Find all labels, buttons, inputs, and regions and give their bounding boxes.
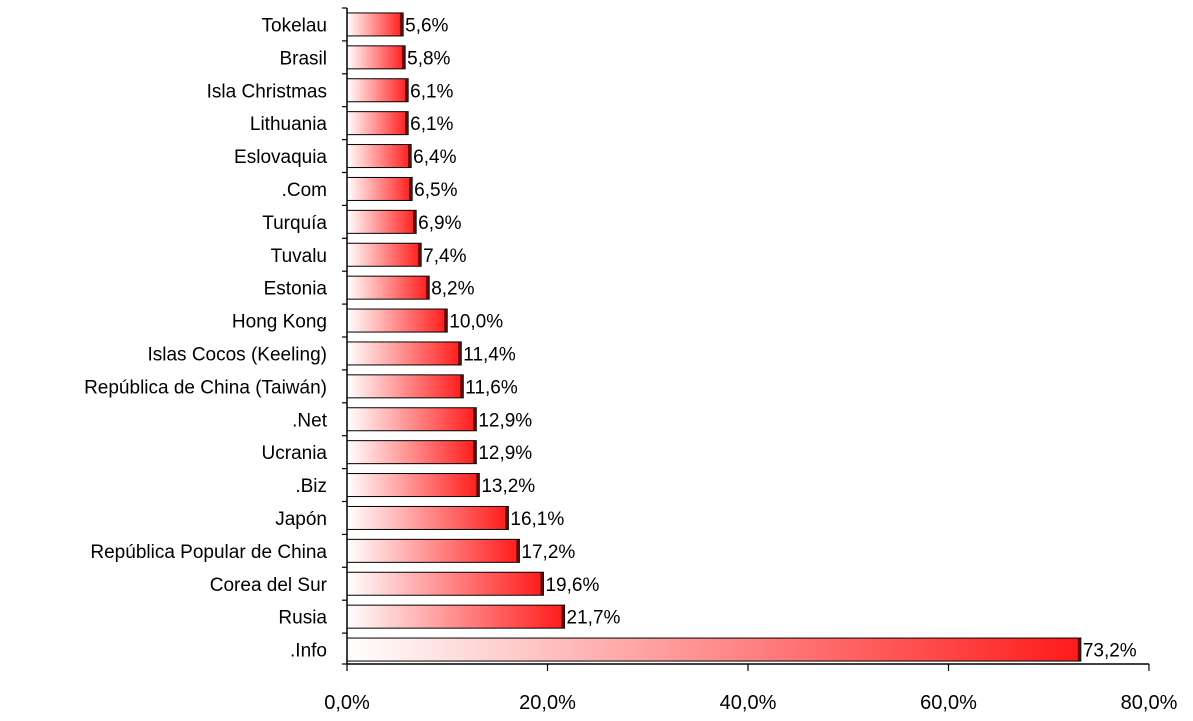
- category-label: Corea del Sur: [210, 575, 328, 596]
- data-label: 73,2%: [1083, 641, 1137, 662]
- bar-edge: [473, 441, 477, 464]
- x-tick-label: 20,0%: [519, 692, 576, 714]
- data-label: 6,1%: [410, 81, 453, 102]
- bar-edge: [413, 210, 417, 233]
- data-label: 11,6%: [465, 377, 518, 398]
- data-label: 6,4%: [413, 147, 456, 168]
- bar: [346, 78, 409, 103]
- category-label: Brasil: [279, 48, 327, 69]
- x-tick-label: 40,0%: [720, 692, 777, 714]
- category-label: Ucrania: [262, 443, 328, 464]
- bar-edge: [405, 112, 409, 135]
- data-label: 12,9%: [478, 410, 532, 431]
- bar-edge: [516, 539, 520, 562]
- bar: [346, 45, 406, 70]
- data-label: 6,5%: [414, 180, 457, 201]
- bar-edge: [444, 309, 448, 332]
- bar-edge: [476, 474, 480, 497]
- category-label: .Biz: [295, 476, 327, 497]
- bar: [346, 407, 477, 432]
- bar: [346, 308, 448, 333]
- bar-edge: [540, 572, 544, 595]
- data-label: 21,7%: [567, 608, 621, 629]
- category-label: Turquía: [262, 213, 327, 234]
- category-label: Eslovaquia: [234, 147, 327, 168]
- category-label: Isla Christmas: [207, 81, 327, 102]
- category-label: Rusia: [278, 608, 327, 629]
- bar-edge: [473, 408, 477, 431]
- x-tick-label: 60,0%: [920, 692, 977, 714]
- bar: [346, 275, 430, 300]
- data-label: 7,4%: [423, 246, 466, 267]
- bar-edge: [426, 276, 430, 299]
- bar: [346, 111, 409, 136]
- data-label: 11,4%: [463, 344, 516, 365]
- data-label: 5,6%: [405, 15, 448, 36]
- data-label: 6,9%: [418, 213, 461, 234]
- category-label: Japón: [275, 509, 327, 530]
- category-label: .Com: [282, 180, 327, 201]
- data-label: 16,1%: [510, 509, 564, 530]
- bar: [346, 242, 422, 267]
- bar: [346, 176, 413, 201]
- category-label: Estonia: [264, 279, 328, 300]
- category-label: Lithuania: [250, 114, 328, 135]
- bar-edge: [505, 506, 509, 529]
- category-label: Tuvalu: [271, 246, 327, 267]
- bar: [346, 440, 477, 465]
- data-label: 12,9%: [478, 443, 532, 464]
- bar-edge: [418, 243, 422, 266]
- bar: [346, 571, 544, 596]
- category-label: Hong Kong: [232, 312, 327, 333]
- bar: [346, 374, 464, 399]
- bar: [346, 505, 509, 530]
- bar-edge: [460, 375, 464, 398]
- bar-edge: [458, 342, 462, 365]
- data-label: 13,2%: [481, 476, 535, 497]
- bar: [346, 637, 1082, 662]
- bar: [346, 209, 417, 234]
- bar-edge: [561, 605, 565, 628]
- bars-group: 5,6% 5,8% 6,1% 6,1% 6,4% 6,5% 6,9% 7,4% 8,2% 10,0…: [346, 12, 1137, 662]
- data-label: 5,8%: [407, 48, 450, 69]
- category-label: .Net: [292, 410, 328, 431]
- x-tick-label: 0,0%: [324, 692, 370, 714]
- category-label: Tokelau: [262, 15, 328, 36]
- bar-edge: [402, 46, 406, 69]
- bar: [346, 473, 480, 498]
- bar-edge: [408, 145, 412, 168]
- data-label: 19,6%: [545, 575, 599, 596]
- bar: [346, 144, 412, 169]
- data-label: 10,0%: [449, 312, 503, 333]
- category-label: República de China (Taiwán): [84, 377, 327, 398]
- bar: [346, 12, 404, 37]
- category-label: .Info: [290, 641, 327, 662]
- bar-edge: [405, 79, 409, 102]
- bar-edge: [1077, 638, 1081, 661]
- data-label: 6,1%: [410, 114, 453, 135]
- bar: [346, 604, 566, 629]
- category-label: Islas Cocos (Keeling): [147, 344, 327, 365]
- bar-edge: [409, 177, 413, 200]
- data-label: 17,2%: [521, 542, 575, 563]
- bar: [346, 538, 520, 563]
- data-label: 8,2%: [431, 279, 474, 300]
- category-label: República Popular de China: [90, 542, 327, 563]
- bar: [346, 341, 462, 366]
- x-tick-label: 80,0%: [1121, 692, 1178, 714]
- axes-group: Tokelau Brasil Isla Christmas Lithuania Eslo…: [84, 7, 1178, 714]
- bar-edge: [400, 13, 404, 36]
